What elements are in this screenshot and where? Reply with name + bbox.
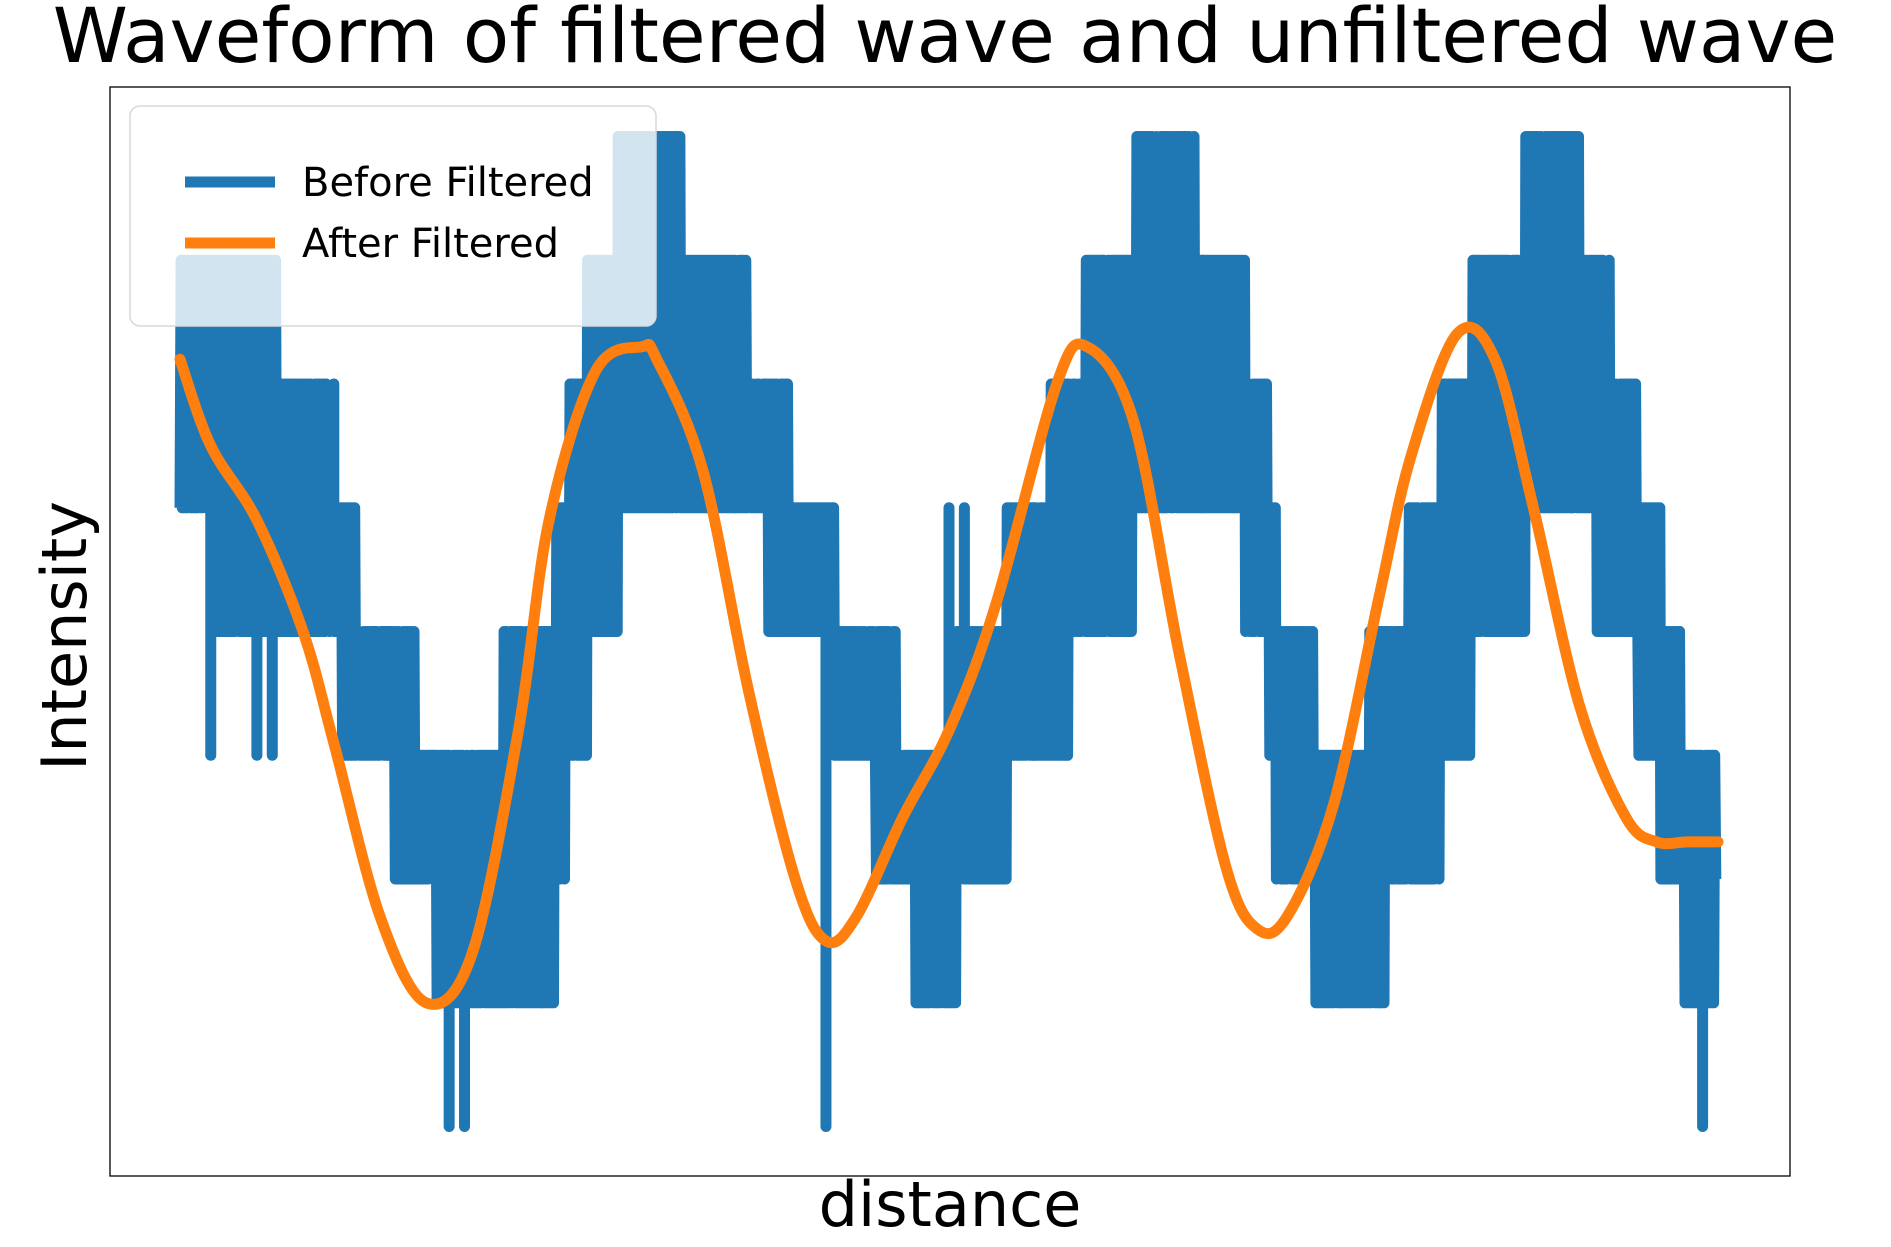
chart-title: Waveform of filtered wave and unfiltered… (53, 0, 1837, 80)
legend: Before Filtered After Filtered (129, 105, 657, 327)
legend-box (129, 105, 657, 327)
series-after-filtered-line (174, 321, 1724, 1010)
legend-label-after-filtered: After Filtered (302, 221, 559, 267)
legend-label-before-filtered: Before Filtered (302, 160, 594, 206)
x-axis-label: distance (819, 1168, 1082, 1241)
series-before-filtered-line (174, 131, 1723, 1009)
y-axis-label: Intensity (28, 501, 101, 771)
